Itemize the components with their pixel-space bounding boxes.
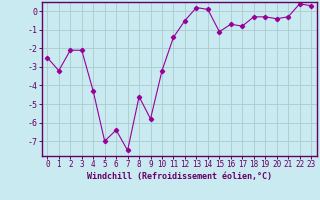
X-axis label: Windchill (Refroidissement éolien,°C): Windchill (Refroidissement éolien,°C) (87, 172, 272, 181)
